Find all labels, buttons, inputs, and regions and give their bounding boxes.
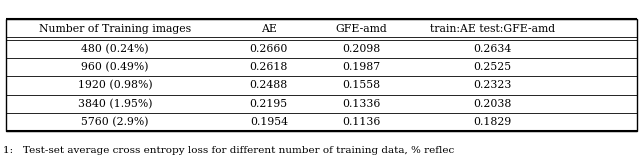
Text: 0.2488: 0.2488 [250, 80, 288, 90]
Text: 0.1136: 0.1136 [342, 117, 381, 127]
Text: 0.1954: 0.1954 [250, 117, 288, 127]
Text: 0.2634: 0.2634 [474, 44, 512, 54]
Text: 0.1336: 0.1336 [342, 99, 381, 109]
Text: 0.2195: 0.2195 [250, 99, 288, 109]
Text: 5760 (2.9%): 5760 (2.9%) [81, 117, 149, 127]
Text: GFE-amd: GFE-amd [336, 24, 387, 34]
Text: 0.2618: 0.2618 [250, 62, 288, 72]
Text: 480 (0.24%): 480 (0.24%) [81, 44, 149, 54]
Text: 1920 (0.98%): 1920 (0.98%) [78, 80, 152, 91]
Text: 0.2660: 0.2660 [250, 44, 288, 54]
Text: 0.1829: 0.1829 [474, 117, 512, 127]
Text: Number of Training images: Number of Training images [39, 24, 191, 34]
Text: 0.2098: 0.2098 [342, 44, 381, 54]
Text: train:AE test:GFE-amd: train:AE test:GFE-amd [430, 24, 556, 34]
Text: 0.1558: 0.1558 [342, 80, 381, 90]
Text: 0.2525: 0.2525 [474, 62, 512, 72]
Text: AE: AE [261, 24, 276, 34]
Text: 0.2038: 0.2038 [474, 99, 512, 109]
Text: 0.1987: 0.1987 [342, 62, 381, 72]
Text: 0.2323: 0.2323 [474, 80, 512, 90]
Text: 3840 (1.95%): 3840 (1.95%) [78, 99, 152, 109]
Bar [6, 19, 637, 131]
Text: 960 (0.49%): 960 (0.49%) [81, 62, 149, 72]
Text: 1:   Test-set average cross entropy loss for different number of training data, : 1: Test-set average cross entropy loss f… [3, 146, 454, 155]
